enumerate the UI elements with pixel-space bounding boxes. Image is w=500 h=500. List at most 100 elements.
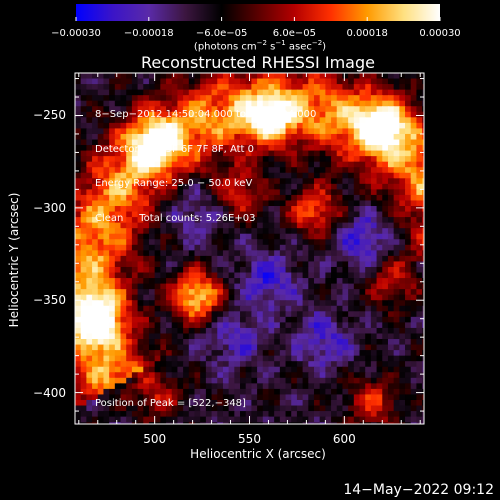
heatmap-cell [217,339,224,346]
heatmap-cell [183,73,190,80]
heatmap-cell [302,95,309,102]
heatmap-cell [296,305,304,312]
heatmap-cell [188,84,196,91]
heatmap-cell [313,355,321,362]
heatmap-cell [154,244,161,251]
heatmap-cell [410,266,418,274]
heatmap-cell [154,145,161,152]
heatmap-cell [342,361,349,368]
heatmap-cell [325,327,332,335]
heatmap-cell [126,117,133,124]
heatmap-cell [410,89,418,96]
heatmap-cell [240,122,247,130]
heatmap-cell [183,217,190,224]
heatmap-cell [296,167,304,174]
heatmap-cell [393,150,400,157]
heatmap-cell [416,394,423,401]
heatmap-cell [342,305,349,312]
heatmap-cell [313,333,321,340]
heatmap-cell [422,327,424,335]
heatmap-cell [387,399,395,407]
heatmap-cell [240,167,247,174]
heatmap-cell [137,206,144,213]
heatmap-cell [131,222,139,229]
heatmap-cell [80,411,87,418]
heatmap-cell [382,161,389,168]
heatmap-cell [365,189,372,196]
heatmap-cell [285,128,292,135]
heatmap-cell [205,117,213,124]
heatmap-cell [166,89,173,96]
heatmap-cell [103,350,110,357]
heatmap-cell [171,422,179,424]
heatmap-cell [86,122,93,130]
heatmap-cell [365,372,372,379]
heatmap-cell [251,294,258,301]
heatmap-cell [313,361,321,368]
heatmap-cell [245,161,252,168]
heatmap-cell [75,405,82,412]
heatmap-cell [131,233,139,240]
heatmap-cell [359,333,366,340]
heatmap-cell [393,178,400,185]
heatmap-cell [92,399,99,407]
heatmap-cell [279,156,287,163]
heatmap-cell [171,183,179,190]
heatmap-cell [422,272,424,279]
heatmap-cell [279,228,287,235]
heatmap-cell [228,383,235,390]
heatmap-cell [416,399,423,407]
heatmap-cell [319,139,326,146]
heatmap-cell [166,394,173,401]
heatmap-cell [160,122,167,130]
heatmap-cell [251,161,258,168]
heatmap-cell [382,106,389,113]
units-exp1: −2 [256,39,267,47]
heatmap-cell [302,261,309,268]
heatmap-cell [109,272,116,279]
heatmap-cell [200,145,207,152]
heatmap-cell [188,372,196,379]
heatmap-cell [251,183,258,190]
heatmap-cell [160,167,167,174]
heatmap-cell [143,228,150,235]
heatmap-cell [308,266,315,274]
heatmap-cell [103,111,110,118]
heatmap-cell [143,322,150,329]
heatmap-cell [137,156,144,163]
heatmap-cell [296,73,304,80]
heatmap-cell [120,183,127,190]
heatmap-cell [285,78,292,85]
heatmap-cell [86,372,93,379]
heatmap-cell [143,156,150,163]
heatmap-cell [410,156,418,163]
heatmap-cell [171,150,179,157]
heatmap-cell [313,405,321,412]
heatmap-cell [234,289,241,296]
heatmap-cell [296,117,304,124]
heatmap-cell [200,128,207,135]
heatmap-cell [365,422,372,424]
heatmap-cell [285,350,292,357]
heatmap-cell [80,300,87,307]
heatmap-cell [154,250,161,257]
heatmap-cell [376,200,383,207]
heatmap-cell [92,394,99,401]
heatmap-cell [387,172,395,179]
heatmap-cell [342,266,349,274]
heatmap-cell [80,206,87,213]
heatmap-cell [120,283,127,290]
heatmap-cell [319,172,326,179]
heatmap-cell [166,377,173,384]
heatmap-cell [296,133,304,141]
heatmap-cell [331,327,338,335]
heatmap-cell [194,211,201,218]
heatmap-cell [245,283,252,290]
heatmap-cell [171,289,179,296]
heatmap-cell [302,150,309,157]
heatmap-cell [160,200,167,207]
heatmap-cell [416,300,423,307]
heatmap-cell [148,106,156,113]
heatmap-cell [86,161,93,168]
heatmap-cell [313,156,321,163]
